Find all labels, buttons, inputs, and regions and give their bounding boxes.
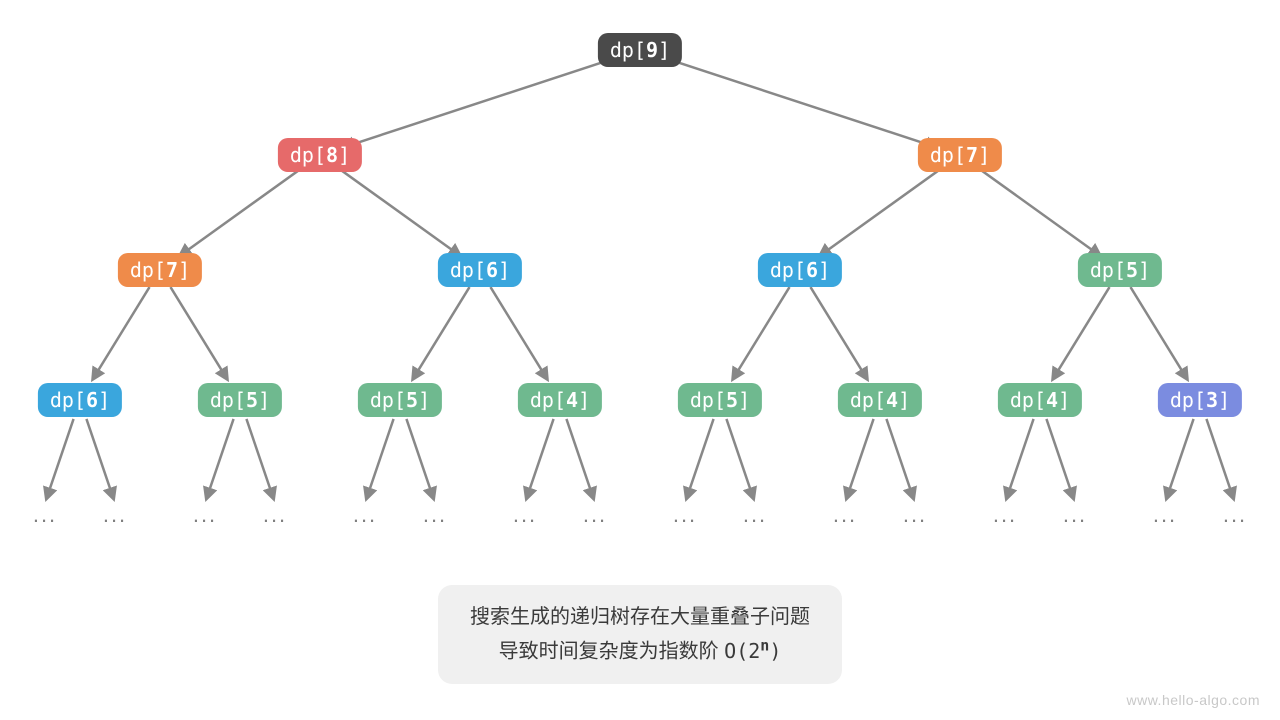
tree-edge bbox=[1130, 287, 1187, 380]
tree-node-dp-6: dp[6] bbox=[758, 253, 842, 287]
ellipsis: ... bbox=[33, 502, 57, 528]
tree-edge bbox=[246, 419, 273, 499]
tree-edge bbox=[810, 287, 867, 380]
ellipsis: ... bbox=[833, 502, 857, 528]
tree-edge bbox=[733, 287, 790, 380]
tree-edge bbox=[336, 167, 460, 256]
tree-node-dp-3: dp[3] bbox=[1158, 383, 1242, 417]
ellipsis: ... bbox=[743, 502, 767, 528]
tree-node-dp-5: dp[5] bbox=[1078, 253, 1162, 287]
ellipsis: ... bbox=[1153, 502, 1177, 528]
caption-box: 搜索生成的递归树存在大量重叠子问题 导致时间复杂度为指数阶 O(2n) bbox=[438, 585, 842, 684]
tree-edge bbox=[686, 419, 713, 499]
ellipsis: ... bbox=[993, 502, 1017, 528]
ellipsis: ... bbox=[193, 502, 217, 528]
tree-edge bbox=[886, 419, 913, 499]
tree-edge bbox=[1206, 419, 1233, 499]
caption-line-2: 导致时间复杂度为指数阶 O(2n) bbox=[470, 633, 810, 668]
tree-edge bbox=[1053, 287, 1110, 380]
watermark: www.hello-algo.com bbox=[1127, 692, 1261, 708]
tree-edge bbox=[343, 56, 621, 147]
diagram-canvas: dp[9] dp[8] dp[7] dp[7] dp[6] dp[6] dp[5] dp[6]… bbox=[0, 0, 1280, 720]
tree-edge bbox=[1166, 419, 1193, 499]
tree-edge bbox=[1046, 419, 1073, 499]
tree-node-dp-7: dp[7] bbox=[118, 253, 202, 287]
tree-edge bbox=[819, 167, 943, 256]
ellipsis: ... bbox=[903, 502, 927, 528]
tree-node-dp-9: dp[9] bbox=[598, 33, 682, 67]
tree-node-dp-4: dp[4] bbox=[838, 383, 922, 417]
ellipsis: ... bbox=[423, 502, 447, 528]
ellipsis: ... bbox=[263, 502, 287, 528]
tree-edge bbox=[413, 287, 470, 380]
tree-node-dp-5: dp[5] bbox=[358, 383, 442, 417]
tree-edge bbox=[86, 419, 113, 499]
tree-edge bbox=[659, 56, 937, 147]
tree-edge bbox=[566, 419, 593, 499]
tree-edge bbox=[366, 419, 393, 499]
tree-edge bbox=[490, 287, 547, 380]
ellipsis: ... bbox=[353, 502, 377, 528]
ellipsis: ... bbox=[513, 502, 537, 528]
tree-edge bbox=[46, 419, 73, 499]
tree-node-dp-6: dp[6] bbox=[438, 253, 522, 287]
tree-node-dp-7: dp[7] bbox=[918, 138, 1002, 172]
tree-edge bbox=[726, 419, 753, 499]
tree-node-dp-8: dp[8] bbox=[278, 138, 362, 172]
ellipsis: ... bbox=[103, 502, 127, 528]
tree-edge bbox=[93, 287, 150, 380]
tree-edge bbox=[179, 167, 303, 256]
ellipsis: ... bbox=[1063, 502, 1087, 528]
tree-node-dp-4: dp[4] bbox=[998, 383, 1082, 417]
ellipsis: ... bbox=[1223, 502, 1247, 528]
tree-node-dp-5: dp[5] bbox=[678, 383, 762, 417]
tree-edge bbox=[206, 419, 233, 499]
ellipsis: ... bbox=[673, 502, 697, 528]
tree-edge bbox=[526, 419, 553, 499]
tree-node-dp-6: dp[6] bbox=[38, 383, 122, 417]
tree-edge bbox=[1006, 419, 1033, 499]
tree-edge bbox=[846, 419, 873, 499]
caption-line-1: 搜索生成的递归树存在大量重叠子问题 bbox=[470, 601, 810, 633]
tree-edge bbox=[406, 419, 433, 499]
tree-node-dp-5: dp[5] bbox=[198, 383, 282, 417]
tree-edge bbox=[170, 287, 227, 380]
tree-node-dp-4: dp[4] bbox=[518, 383, 602, 417]
tree-edge bbox=[976, 167, 1100, 256]
ellipsis: ... bbox=[583, 502, 607, 528]
